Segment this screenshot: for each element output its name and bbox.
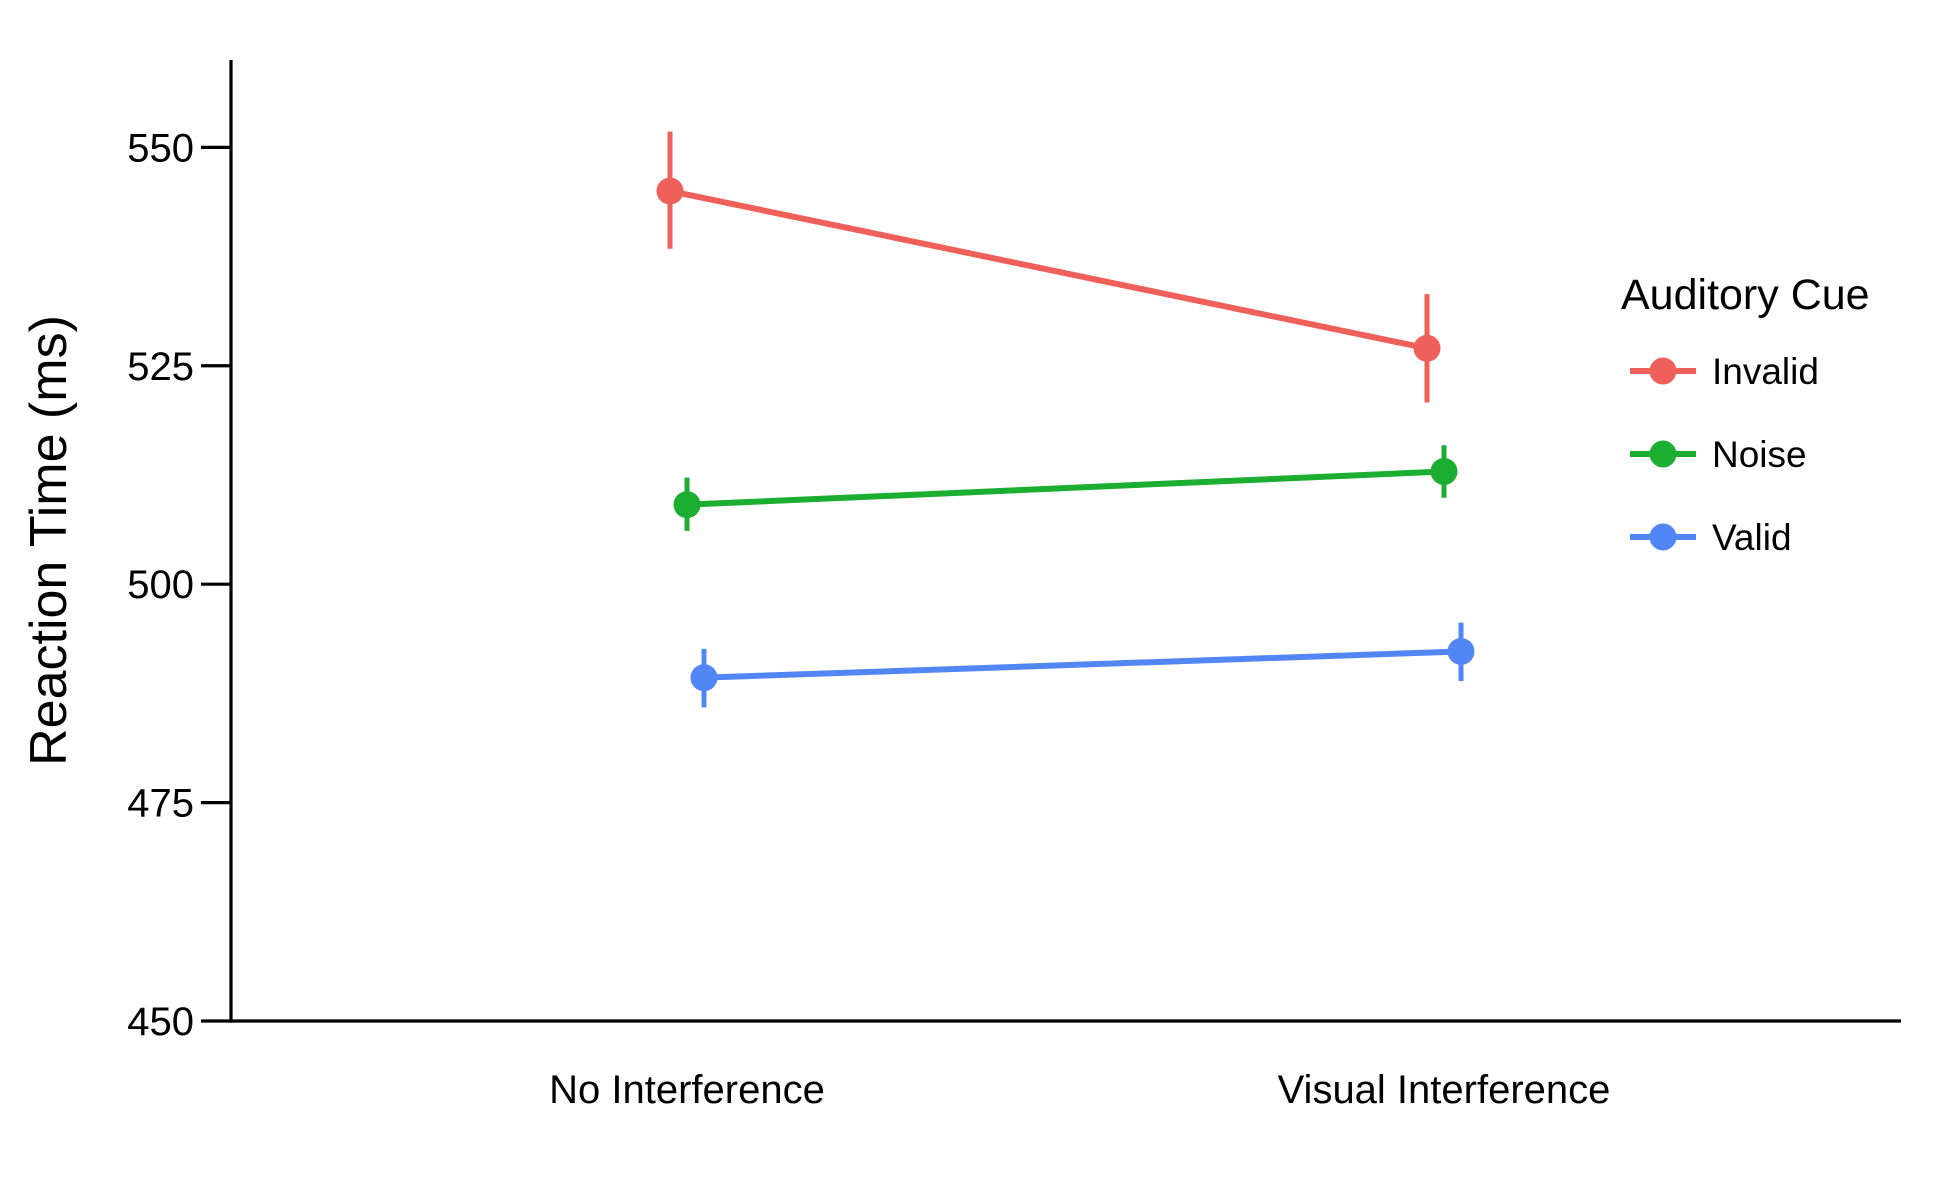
y-tick-label: 500	[127, 563, 194, 607]
series-layer	[656, 131, 1475, 708]
data-point-noise-visual-interference	[1430, 457, 1458, 485]
legend-item-invalid: Invalid	[1630, 351, 1819, 392]
series-line-invalid	[669, 188, 1428, 352]
x-tick-label-visual-interference: Visual Interference	[1278, 1068, 1611, 1112]
series-valid	[690, 622, 1475, 708]
legend: Auditory Cue Invalid Noise Valid	[1621, 271, 1870, 558]
series-invalid	[656, 131, 1441, 403]
y-tick-label: 475	[127, 782, 194, 826]
axes: 450 475 500 525 550 No Interference Visual Int…	[20, 60, 1901, 1112]
data-point-noise-no-interference	[673, 491, 701, 519]
legend-marker-invalid	[1649, 357, 1677, 385]
legend-marker-valid	[1649, 523, 1677, 551]
legend-item-valid: Valid	[1630, 517, 1792, 558]
data-point-invalid-no-interference	[656, 177, 684, 205]
y-tick-label: 450	[127, 1000, 194, 1044]
data-point-valid-no-interference	[690, 664, 718, 692]
data-point-invalid-visual-interference	[1413, 334, 1441, 362]
legend-title: Auditory Cue	[1621, 271, 1870, 319]
y-tick-label: 525	[127, 345, 194, 389]
series-line-valid	[703, 648, 1462, 681]
legend-label-valid: Valid	[1712, 517, 1792, 558]
x-tick-label-no-interference: No Interference	[549, 1068, 825, 1112]
legend-label-noise: Noise	[1712, 434, 1807, 475]
series-line-noise	[686, 468, 1445, 508]
legend-item-noise: Noise	[1630, 434, 1807, 475]
legend-marker-noise	[1649, 440, 1677, 468]
data-point-valid-visual-interference	[1447, 637, 1475, 665]
legend-label-invalid: Invalid	[1712, 351, 1819, 392]
y-axis-title: Reaction Time (ms)	[20, 315, 78, 766]
series-noise	[673, 445, 1458, 531]
y-tick-label: 550	[127, 126, 194, 170]
